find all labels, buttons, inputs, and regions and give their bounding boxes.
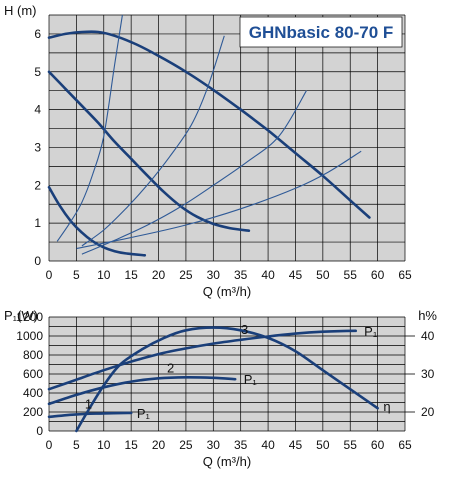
curve-label: η bbox=[383, 399, 390, 414]
power-x-axis-title: Q (m³/h) bbox=[203, 454, 251, 469]
power-x-tick-label: 40 bbox=[261, 438, 275, 452]
head-curve-min bbox=[47, 185, 147, 257]
power-y-tick-label: 0 bbox=[36, 424, 43, 438]
curve-label: 2 bbox=[167, 360, 174, 375]
efficiency-y-tick-label: 20 bbox=[421, 405, 435, 419]
head-x-tick-label: 55 bbox=[344, 268, 358, 282]
curve-label: 3 bbox=[241, 322, 248, 337]
power-x-tick-label: 25 bbox=[179, 438, 193, 452]
power-y-tick-label: 400 bbox=[23, 386, 43, 400]
power-x-tick-label: 55 bbox=[344, 438, 358, 452]
head-x-tick-label: 65 bbox=[398, 268, 412, 282]
power-x-tick-label: 10 bbox=[97, 438, 111, 452]
curve-labels: P₁ P₁ P₁ η 1 2 3 bbox=[85, 322, 391, 421]
head-x-tick-label: 20 bbox=[152, 268, 166, 282]
head-y-tick-label: 4 bbox=[34, 103, 41, 117]
power-y-tick-label: 1000 bbox=[16, 329, 43, 343]
head-x-tick-label: 25 bbox=[179, 268, 193, 282]
efficiency-y-axis-title: h% bbox=[418, 308, 437, 323]
head-y-axis-title: H (m) bbox=[4, 3, 37, 18]
power-x-tick-label: 50 bbox=[316, 438, 330, 452]
efficiency-y-tick-label: 40 bbox=[421, 329, 435, 343]
head-grid bbox=[48, 14, 406, 262]
head-x-tick-label: 40 bbox=[261, 268, 275, 282]
power-curve bbox=[47, 411, 133, 419]
head-y-tick-label: 6 bbox=[34, 27, 41, 41]
efficiency-y-tick-label: 30 bbox=[421, 367, 435, 381]
head-x-axis-title: Q (m³/h) bbox=[203, 284, 251, 299]
power-x-tick-label: 65 bbox=[398, 438, 412, 452]
system-curve bbox=[76, 150, 362, 250]
head-x-tick-label: 30 bbox=[207, 268, 221, 282]
curve-label: P₁ bbox=[244, 372, 258, 387]
head-plot-background bbox=[49, 15, 405, 261]
head-x-tick-label: 35 bbox=[234, 268, 248, 282]
power-curve bbox=[47, 329, 357, 391]
efficiency-curve bbox=[75, 326, 379, 433]
system-curve bbox=[81, 90, 307, 255]
system-curve bbox=[56, 14, 123, 242]
power-x-tick-label: 20 bbox=[152, 438, 166, 452]
power-y-tick-label: 1200 bbox=[16, 310, 43, 324]
curve-label: P₁ bbox=[137, 406, 151, 421]
head-curves bbox=[47, 14, 371, 257]
power-x-tick-label: 45 bbox=[289, 438, 303, 452]
head-y-tick-label: 2 bbox=[34, 178, 41, 192]
title-box bbox=[239, 16, 403, 48]
curve-label: 1 bbox=[85, 396, 92, 411]
head-curve-max bbox=[47, 30, 371, 219]
power-y-tick-label: 200 bbox=[23, 405, 43, 419]
head-x-tick-label: 0 bbox=[46, 268, 53, 282]
system-curve bbox=[81, 35, 225, 247]
power-curve bbox=[47, 375, 237, 406]
head-x-tick-label: 15 bbox=[124, 268, 138, 282]
power-x-tick-label: 0 bbox=[46, 438, 53, 452]
power-x-tick-label: 5 bbox=[73, 438, 80, 452]
curve-label: P₁ bbox=[364, 324, 378, 339]
power-y-tick-label: 600 bbox=[23, 367, 43, 381]
chart-title: GHNbasic 80-70 F bbox=[249, 23, 394, 42]
head-x-tick-label: 10 bbox=[97, 268, 111, 282]
head-x-tick-label: 45 bbox=[289, 268, 303, 282]
head-x-tick-label: 5 bbox=[73, 268, 80, 282]
power-x-tick-label: 15 bbox=[124, 438, 138, 452]
head-x-tick-label: 60 bbox=[371, 268, 385, 282]
power-curves bbox=[47, 326, 379, 433]
head-curve-mid bbox=[47, 70, 251, 232]
head-x-tick-label: 50 bbox=[316, 268, 330, 282]
power-x-tick-label: 60 bbox=[371, 438, 385, 452]
head-y-tick-label: 5 bbox=[34, 65, 41, 79]
power-y-axis-title: P₁(W) bbox=[4, 308, 38, 323]
power-y-tick-label: 800 bbox=[23, 348, 43, 362]
head-y-tick-label: 3 bbox=[34, 140, 41, 154]
power-x-tick-label: 30 bbox=[207, 438, 221, 452]
head-y-tick-label: 1 bbox=[34, 216, 41, 230]
power-x-tick-label: 35 bbox=[234, 438, 248, 452]
head-y-tick-label: 0 bbox=[34, 254, 41, 268]
